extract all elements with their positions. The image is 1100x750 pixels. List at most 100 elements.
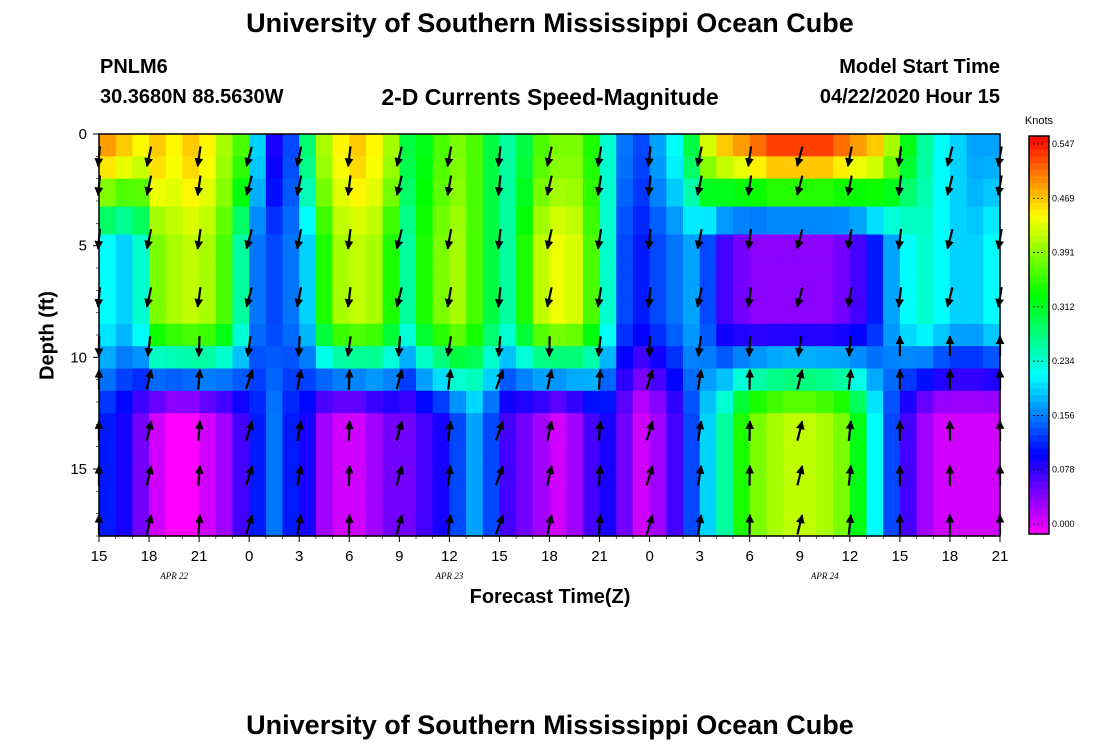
heatmap-cell — [132, 480, 150, 504]
heatmap-cell — [933, 178, 951, 208]
heatmap-cell — [199, 178, 217, 208]
heatmap-cell — [249, 522, 267, 537]
heatmap-cell — [149, 156, 167, 180]
heatmap-cell — [766, 502, 784, 523]
colorbar-segment — [1029, 434, 1049, 442]
colorbar-tick-label: 0.078 — [1052, 465, 1075, 475]
heatmap-cell — [282, 480, 300, 504]
heatmap-cell — [766, 457, 784, 481]
heatmap-cell — [449, 502, 467, 523]
heatmap-cell — [883, 323, 901, 347]
heatmap-cell — [315, 413, 334, 437]
heatmap-cell — [833, 368, 851, 392]
heatmap-cell — [632, 256, 651, 280]
heatmap-cell — [265, 134, 284, 157]
heatmap-cell — [733, 134, 751, 157]
heatmap-cell — [582, 323, 601, 347]
heatmap-cell — [582, 480, 601, 504]
current-vector — [444, 336, 454, 357]
heatmap-cell — [466, 323, 484, 347]
heatmap-cell — [666, 457, 684, 481]
heatmap-cell — [883, 457, 901, 481]
heatmap-cell — [566, 435, 584, 459]
heatmap-cell — [215, 390, 234, 414]
heatmap-cell — [599, 206, 617, 236]
heatmap-cell — [265, 206, 284, 236]
x-tick-label: 12 — [441, 548, 458, 565]
heatmap-cell — [115, 256, 133, 280]
heatmap-cell — [315, 178, 334, 208]
heatmap-cell — [182, 256, 200, 280]
current-vector — [294, 228, 304, 250]
current-vector — [796, 514, 805, 535]
y-axis: 0 5 10 15 — [70, 126, 99, 537]
heatmap-cell — [315, 368, 334, 392]
heatmap-cell — [783, 480, 801, 504]
heatmap-cell — [966, 156, 984, 180]
heatmap-cell — [632, 156, 651, 180]
heatmap-cell — [165, 346, 184, 370]
heatmap-cell — [582, 413, 601, 437]
heatmap-cell — [783, 134, 801, 157]
heatmap-cell — [549, 502, 567, 523]
current-vector — [395, 420, 405, 441]
heatmap-cell — [816, 522, 834, 537]
heatmap-cell — [232, 134, 250, 157]
heatmap-cell — [516, 279, 534, 303]
heatmap-cell — [215, 156, 234, 180]
heatmap-cell — [816, 502, 834, 523]
heatmap-cell — [365, 206, 384, 236]
heatmap-cell — [749, 279, 768, 303]
heatmap-cell — [182, 390, 200, 414]
heatmap-cell — [949, 323, 968, 347]
heatmap-cell — [516, 502, 534, 523]
heatmap-cell — [833, 502, 851, 523]
x-tick-label: 18 — [942, 548, 959, 565]
heatmap-cell — [566, 502, 584, 523]
heatmap-cell — [716, 206, 734, 236]
current-vector — [745, 228, 754, 250]
heatmap-cell — [599, 435, 617, 459]
heatmap-cell — [766, 435, 784, 459]
heatmap-cell — [466, 256, 484, 280]
current-vector — [194, 514, 204, 535]
heatmap-cell — [616, 323, 634, 347]
heatmap-cell — [649, 206, 667, 236]
heatmap-cell — [516, 206, 534, 236]
current-vector — [544, 146, 554, 167]
current-vector — [194, 286, 204, 308]
current-vector — [645, 420, 655, 441]
heatmap-cell — [599, 178, 617, 208]
heatmap-cell — [332, 368, 350, 392]
heatmap-cell — [549, 206, 567, 236]
heatmap-cell — [315, 234, 334, 258]
heatmap-cell — [299, 413, 317, 437]
heatmap-cell — [365, 390, 384, 414]
heatmap-cell — [566, 413, 584, 437]
heatmap-cell — [315, 435, 334, 459]
heatmap-cell — [632, 134, 651, 157]
heatmap-cell — [265, 457, 284, 481]
heatmap-cell — [916, 178, 934, 208]
heatmap-cell — [199, 279, 217, 303]
colorbar-segment — [1029, 222, 1049, 230]
heatmap-cell — [866, 301, 884, 325]
heatmap-cell — [482, 502, 501, 523]
heatmap-cell — [265, 480, 284, 504]
heatmap-cell — [566, 156, 584, 180]
heatmap-cell — [916, 390, 934, 414]
heatmap-cell — [499, 522, 517, 537]
colorbar-segment — [1029, 487, 1049, 495]
heatmap-cell — [899, 256, 918, 280]
heatmap-cell — [165, 234, 184, 258]
heatmap-cell — [649, 480, 667, 504]
heatmap-cell — [699, 234, 717, 258]
heatmap-cell — [916, 435, 934, 459]
heatmap-cell — [949, 256, 968, 280]
colorbar-segment — [1029, 162, 1049, 170]
heatmap-cell — [833, 134, 851, 157]
colorbar-tick-label: 0.469 — [1052, 193, 1075, 203]
heatmap-cell — [499, 156, 517, 180]
heatmap-cell — [599, 134, 617, 157]
current-vector — [245, 465, 255, 486]
